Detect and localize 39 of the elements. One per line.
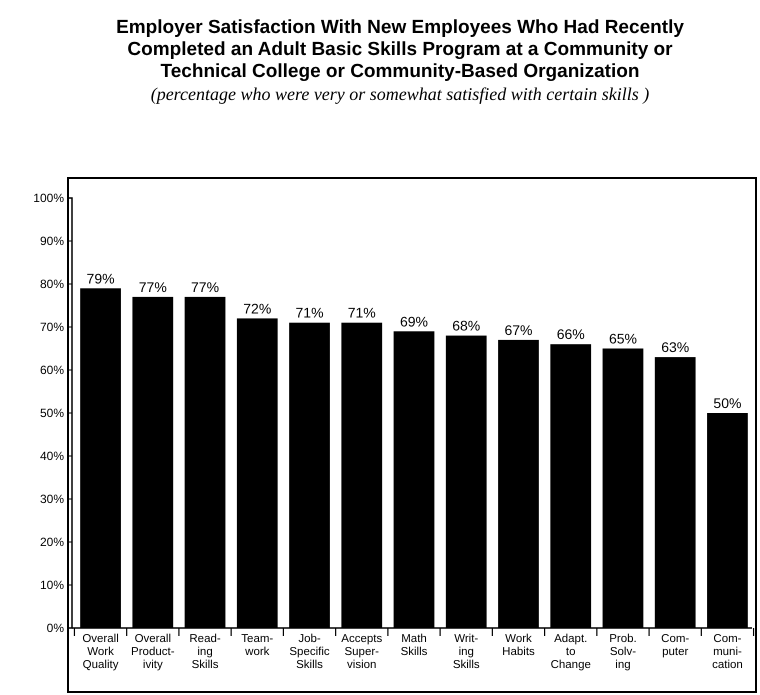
x-tick-label: Read- ing Skills: [189, 633, 221, 671]
x-tick-label: Writ- ing Skills: [452, 633, 480, 671]
x-tick-label: Adapt. to Change: [550, 633, 591, 671]
data-label: 79%: [86, 270, 115, 286]
x-tick-label: Com- puter: [661, 633, 690, 658]
y-tick-label: 60%: [40, 362, 64, 377]
data-label: 67%: [504, 322, 532, 338]
data-label: 69%: [400, 313, 428, 330]
data-label: 72%: [243, 300, 272, 316]
y-tick-label: 70%: [40, 320, 64, 334]
x-tick-label: Com- muni- cation: [712, 633, 743, 671]
y-tick-label: 20%: [40, 534, 64, 549]
x-tick-label: Team- work: [241, 633, 274, 658]
data-label: 77%: [138, 278, 167, 295]
data-label: 50%: [713, 395, 742, 411]
data-label: 71%: [348, 304, 376, 321]
y-tick-label: 100%: [33, 190, 64, 205]
x-tick-label: Job- Specific Skills: [289, 633, 330, 671]
y-tick-label: 50%: [40, 406, 64, 420]
data-label: 65%: [608, 330, 637, 346]
x-tick-label: Math Skills: [400, 633, 428, 658]
x-tick-label: Prob. Solv- ing: [609, 633, 637, 671]
y-tick-label: 90%: [40, 234, 64, 248]
data-label: 63%: [661, 339, 690, 356]
y-tick-label: 0%: [46, 620, 64, 635]
x-tick-label: Overall Work Quality: [82, 633, 119, 671]
x-tick-label: Accepts Super- vision: [341, 633, 382, 671]
data-label: 68%: [452, 318, 480, 334]
y-tick-label: 10%: [40, 578, 64, 592]
x-tick-label: Overall Product- ivity: [131, 633, 175, 671]
y-tick-label: 30%: [40, 492, 64, 506]
y-tick-label: 80%: [40, 276, 64, 291]
data-label: 71%: [296, 304, 324, 321]
data-label: 66%: [556, 326, 585, 342]
chart-title: Employer Satisfaction With New Employees Who Had Recently Completed an Adult Basic Skills Program at a Community or Technical College or Community-Based Organization: [116, 17, 684, 82]
chart-subtitle: (percentage who were very or somewhat satisfied with certain skills ): [150, 84, 650, 104]
data-label: 77%: [191, 278, 220, 295]
x-tick-label: Work Habits: [502, 633, 536, 658]
y-tick-label: 40%: [40, 448, 64, 463]
